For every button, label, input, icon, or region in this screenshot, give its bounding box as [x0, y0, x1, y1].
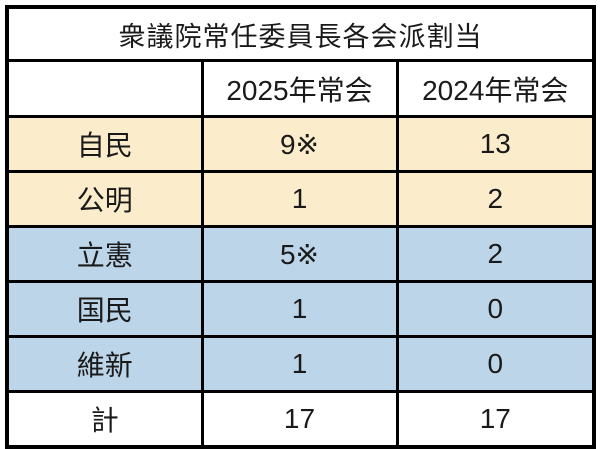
table-row-komei: 公明 1 2 — [5, 170, 596, 228]
committee-allocation-table: 衆議院常任委員長各会派割当 2025年常会 2024年常会 自民 9※ 13 公… — [5, 5, 597, 449]
allocation-table: 衆議院常任委員長各会派割当 2025年常会 2024年常会 自民 9※ 13 公… — [5, 5, 597, 449]
table-row-jimin: 自民 9※ 13 — [5, 115, 596, 173]
cell-kokumin-2025: 1 — [200, 280, 399, 338]
cell-kokumin-2024: 0 — [395, 280, 596, 338]
cell-total-2024: 17 — [395, 390, 596, 449]
cell-komei-2025: 1 — [200, 170, 399, 228]
cell-jimin-2025: 9※ — [200, 115, 399, 173]
cell-jimin-2024: 13 — [395, 115, 596, 173]
column-header-empty — [5, 59, 204, 118]
cell-rikken-2024: 2 — [395, 225, 596, 283]
column-header-2024: 2024年常会 — [395, 59, 596, 118]
row-label-rikken: 立憲 — [5, 225, 204, 283]
table-row-total: 計 17 17 — [5, 390, 596, 449]
row-label-ishin: 維新 — [5, 335, 204, 393]
cell-komei-2024: 2 — [395, 170, 596, 228]
row-label-jimin: 自民 — [5, 115, 204, 173]
table-row-rikken: 立憲 5※ 2 — [5, 225, 596, 283]
table-row-ishin: 維新 1 0 — [5, 335, 596, 393]
cell-rikken-2025: 5※ — [200, 225, 399, 283]
column-header-2025: 2025年常会 — [200, 59, 399, 118]
row-label-kokumin: 国民 — [5, 280, 204, 338]
cell-total-2025: 17 — [200, 390, 399, 449]
row-label-total: 計 — [5, 390, 204, 449]
cell-ishin-2024: 0 — [395, 335, 596, 393]
table-row-kokumin: 国民 1 0 — [5, 280, 596, 338]
table-header-row: 2025年常会 2024年常会 — [5, 59, 596, 118]
row-label-komei: 公明 — [5, 170, 204, 228]
table-title-row: 衆議院常任委員長各会派割当 — [5, 5, 596, 62]
table-title: 衆議院常任委員長各会派割当 — [5, 5, 596, 62]
cell-ishin-2025: 1 — [200, 335, 399, 393]
